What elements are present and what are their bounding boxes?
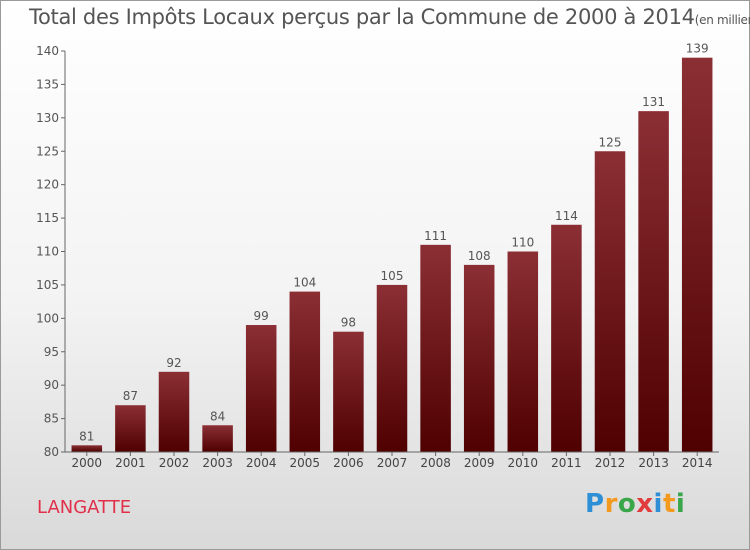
logo-letter: r [604,489,618,519]
bar [463,264,495,452]
y-tick-label: 100 [36,311,59,325]
x-tick-label: 2008 [420,456,451,470]
y-tick-label: 95 [44,345,59,359]
logo-letter: P [585,489,605,519]
y-tick-label: 135 [36,77,59,91]
y-tick-label: 105 [36,278,59,292]
bar [638,111,669,453]
data-label: 92 [166,356,181,370]
proxiti-logo: Proxiti [585,489,685,519]
y-tick-label: 110 [36,245,59,259]
logo-letter: t [662,489,676,519]
y-tick-label: 115 [36,211,59,225]
bar [551,224,582,452]
data-label: 87 [123,389,138,403]
x-tick-label: 2005 [290,456,321,470]
bars: 81 87 92 84 99 104 98 105 111 108 110 114 125 131 139 [71,42,713,453]
chart-title: Total des Impôts Locaux perçus par la Co… [29,5,750,29]
bar [681,57,713,452]
x-tick-label: 2000 [72,456,103,470]
chart-title-text: Total des Impôts Locaux perçus par la Co… [29,5,695,29]
y-tick-label: 140 [36,44,59,58]
bar [158,371,190,452]
x-tick-label: 2002 [159,456,190,470]
bar [507,251,539,452]
data-label: 105 [381,269,404,283]
data-label: 111 [424,229,447,243]
x-tick-label: 2009 [464,456,495,470]
chart-unit: (en milliers d'€) [694,13,750,27]
x-tick-label: 2007 [377,456,408,470]
y-tick-label: 130 [36,111,59,125]
data-label: 108 [468,249,491,263]
data-label: 104 [293,276,316,290]
x-tick-label: 2010 [508,456,539,470]
bar [376,284,408,452]
x-tick-label: 2003 [202,456,233,470]
logo-letter: o [617,489,637,519]
data-label: 139 [686,42,709,56]
x-tick-label: 2012 [595,456,626,470]
bar [115,405,146,452]
data-label: 99 [254,309,269,323]
bar [420,244,451,452]
logo-letter: x [636,489,654,519]
x-tick-label: 2013 [638,456,669,470]
x-axis: 2000 2001 2002 2003 2004 2005 2006 2007 2008 2009… [65,451,719,470]
x-tick-label: 2001 [115,456,146,470]
logo-letter: i [675,489,686,519]
y-tick-label: 120 [36,178,59,192]
x-tick-label: 2006 [333,456,364,470]
y-tick-label: 125 [36,144,59,158]
y-tick-label: 85 [44,412,59,426]
bar [333,331,364,452]
commune-name: LANGATTE [37,497,132,518]
bar [594,151,626,452]
data-label: 84 [210,409,225,423]
y-tick-label: 80 [44,445,59,459]
x-tick-label: 2004 [246,456,277,470]
bar [71,445,103,452]
data-label: 98 [341,316,356,330]
data-label: 110 [511,236,534,250]
bar [202,425,233,452]
logo-letter: i [653,489,663,519]
data-label: 81 [79,429,94,443]
data-label: 114 [555,209,578,223]
bar [289,291,321,452]
data-label: 125 [599,135,622,149]
y-tick-label: 90 [44,378,59,392]
y-axis: 80 85 90 95 100 105 110 115 120 125 130 135 140 [36,44,66,459]
x-tick-label: 2014 [682,456,713,470]
data-label: 131 [642,95,665,109]
bar [245,325,277,452]
x-tick-label: 2011 [551,456,582,470]
